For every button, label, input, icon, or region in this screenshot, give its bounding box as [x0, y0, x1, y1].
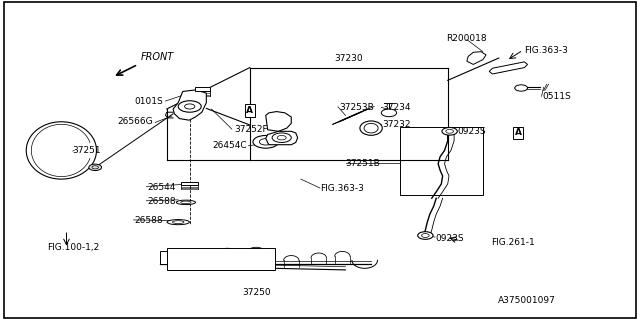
- Ellipse shape: [176, 200, 195, 204]
- Text: 37251B: 37251B: [346, 159, 380, 168]
- Bar: [161, 252, 168, 264]
- Text: 0511S: 0511S: [542, 92, 571, 101]
- Text: 37234: 37234: [382, 103, 410, 112]
- Text: A375001097: A375001097: [499, 296, 556, 305]
- Text: 37252F: 37252F: [234, 125, 268, 134]
- Text: 37253B: 37253B: [339, 103, 374, 112]
- Text: FIG.363-3: FIG.363-3: [524, 45, 568, 55]
- Polygon shape: [467, 52, 486, 64]
- Bar: [167, 248, 275, 270]
- Circle shape: [253, 135, 278, 148]
- Text: 0101S: 0101S: [135, 97, 164, 106]
- Text: A: A: [246, 106, 253, 115]
- Text: 0923S: 0923S: [458, 127, 486, 136]
- Text: 37232: 37232: [382, 120, 410, 130]
- Text: 37251: 37251: [72, 146, 101, 155]
- Polygon shape: [266, 131, 298, 145]
- Circle shape: [442, 127, 458, 135]
- Circle shape: [515, 85, 527, 91]
- Text: A: A: [515, 128, 522, 137]
- Bar: [401, 126, 483, 195]
- Polygon shape: [173, 90, 206, 120]
- Text: 26544: 26544: [148, 183, 176, 192]
- Circle shape: [381, 109, 397, 117]
- Text: FRONT: FRONT: [141, 52, 175, 62]
- Text: FIG.363-3: FIG.363-3: [320, 184, 364, 193]
- Text: 26588: 26588: [135, 216, 163, 225]
- Ellipse shape: [360, 121, 382, 135]
- Polygon shape: [266, 112, 291, 131]
- Text: 37230: 37230: [335, 53, 363, 62]
- Text: R200018: R200018: [447, 35, 487, 44]
- Text: FIG.261-1: FIG.261-1: [491, 238, 535, 247]
- Text: 0923S: 0923S: [435, 234, 463, 243]
- Text: 26454C: 26454C: [212, 141, 246, 150]
- Text: 37250: 37250: [242, 288, 271, 297]
- Ellipse shape: [167, 220, 189, 225]
- Circle shape: [418, 232, 433, 239]
- Text: 26566G: 26566G: [117, 117, 153, 126]
- Circle shape: [89, 164, 102, 171]
- Bar: [181, 182, 198, 186]
- Text: FIG.100-1,2: FIG.100-1,2: [47, 243, 99, 252]
- Text: 26588: 26588: [148, 197, 176, 206]
- Polygon shape: [489, 62, 527, 74]
- Bar: [195, 87, 209, 91]
